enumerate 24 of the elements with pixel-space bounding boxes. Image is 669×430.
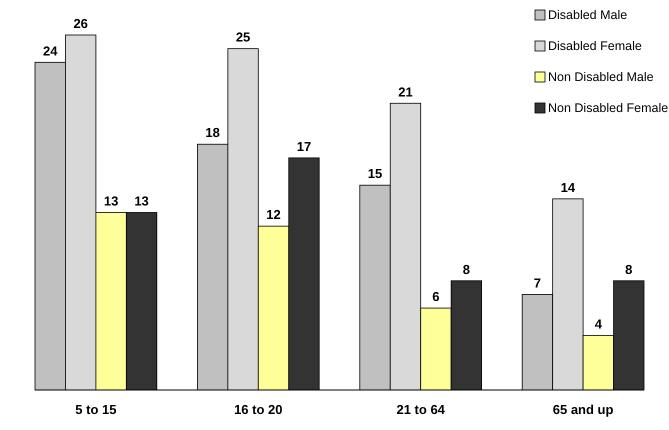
data-label: 18: [205, 125, 220, 140]
data-label: 6: [432, 289, 440, 304]
x-tick-label: 65 and up: [552, 402, 614, 417]
data-label: 7: [534, 275, 542, 290]
legend-label: Disabled Female: [548, 39, 642, 53]
data-label: 13: [104, 194, 118, 208]
legend-label: Non Disabled Male: [548, 70, 654, 84]
x-tick-label: 5 to 15: [75, 402, 116, 417]
x-tick-label: 16 to 20: [234, 402, 283, 417]
data-label: 24: [42, 43, 58, 58]
data-label: 14: [560, 180, 576, 195]
data-label: 8: [462, 262, 470, 277]
legend-label: Disabled Male: [548, 8, 628, 22]
data-label: 12: [266, 207, 281, 222]
data-label: 25: [236, 30, 250, 45]
x-tick-label: 21 to 64: [396, 402, 446, 417]
data-label: 21: [398, 84, 413, 100]
data-label: 15: [368, 166, 382, 182]
data-label: 26: [73, 16, 88, 31]
data-label: 17: [296, 138, 312, 154]
legend-label: Non Disabled Female: [548, 101, 668, 115]
data-label: 13: [134, 194, 149, 208]
data-label: 4: [594, 316, 603, 332]
data-label: 8: [625, 262, 632, 277]
